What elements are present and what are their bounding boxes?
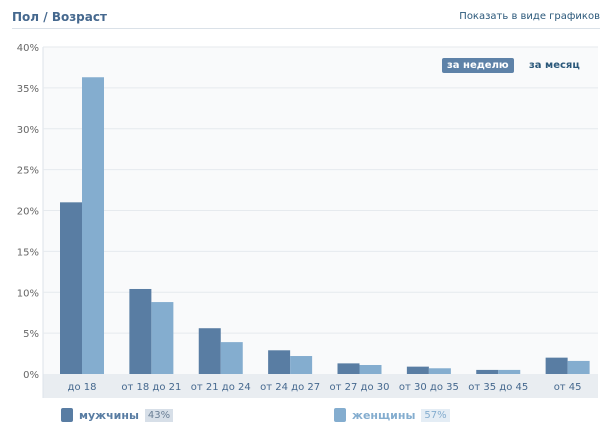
bar-men [545,357,568,374]
y-tick-label: 30% [17,125,39,136]
legend-label-men: мужчины [79,408,139,422]
legend-men[interactable]: мужчины 43% [61,408,174,422]
legend-women[interactable]: женщины 57% [334,408,450,422]
bar-men [337,363,360,374]
legend-label-women: женщины [352,408,416,422]
bar-women [290,356,313,374]
bar-women [428,368,451,374]
legend-swatch-men [61,408,73,422]
y-tick-label: 10% [17,288,39,299]
bar-women [82,77,104,374]
bar-men [198,328,221,374]
legend-pct-women: 57% [421,408,450,422]
bar-women [359,365,382,374]
y-tick-label: 40% [17,43,39,54]
bar-men [129,288,152,374]
bar-men [406,366,429,374]
period-week-button[interactable]: за неделю [442,58,514,73]
x-tick-label: от 35 до 45 [468,382,528,393]
legend-swatch-women [334,408,346,422]
y-tick-label: 25% [17,166,39,177]
show-as-graphs-link[interactable]: Показать в виде графиков [459,11,600,22]
x-axis-band [43,374,598,398]
y-tick-label: 20% [17,207,39,218]
period-month-button[interactable]: за месяц [529,60,580,71]
y-tick-label: 15% [17,247,39,258]
x-tick-label: от 18 до 21 [121,382,181,393]
y-tick-label: 35% [17,84,39,95]
x-tick-label: от 30 до 35 [399,382,459,393]
bar-men [476,369,499,374]
bar-men [60,202,82,374]
x-tick-label: до 18 [68,382,97,393]
header: Пол / Возраст Показать в виде графиков [12,8,600,29]
y-tick-label: 5% [23,329,39,340]
x-tick-label: от 27 до 30 [330,382,390,393]
bar-women [567,360,590,374]
bar-women [151,302,174,374]
bar-women [220,342,243,374]
legend-pct-men: 43% [144,408,174,422]
x-tick-label: от 45 [554,382,582,393]
bar-women [498,369,521,374]
y-tick-label: 0% [23,370,39,381]
x-tick-label: от 24 до 27 [260,382,320,393]
bar-men [268,350,291,374]
page-title: Пол / Возраст [12,10,107,24]
x-tick-label: от 21 до 24 [191,382,251,393]
